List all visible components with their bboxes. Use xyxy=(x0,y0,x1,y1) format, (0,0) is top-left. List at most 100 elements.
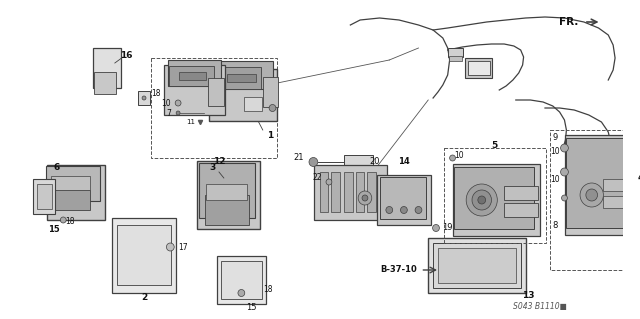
Text: 17: 17 xyxy=(178,242,188,251)
Bar xyxy=(51,190,90,210)
Circle shape xyxy=(586,189,598,201)
Bar xyxy=(377,175,431,225)
Text: 11: 11 xyxy=(186,119,195,125)
Text: 13: 13 xyxy=(522,291,534,300)
Bar xyxy=(95,72,116,94)
Text: S043 B1110■: S043 B1110■ xyxy=(513,302,567,311)
Bar xyxy=(504,186,538,200)
Bar xyxy=(244,97,262,111)
Bar xyxy=(198,162,255,218)
Bar xyxy=(51,176,90,190)
Bar xyxy=(452,164,540,236)
Bar xyxy=(38,183,52,209)
Bar xyxy=(213,61,273,89)
Text: 3: 3 xyxy=(209,164,215,173)
Circle shape xyxy=(269,105,276,112)
Text: 5: 5 xyxy=(492,140,497,150)
Text: 4: 4 xyxy=(637,174,640,182)
Bar xyxy=(205,195,249,225)
Bar xyxy=(504,203,538,217)
Bar xyxy=(46,166,100,201)
Text: 18: 18 xyxy=(151,88,161,98)
Text: 7: 7 xyxy=(166,108,172,117)
Text: 18: 18 xyxy=(263,286,273,294)
Bar xyxy=(438,248,516,283)
Circle shape xyxy=(326,179,332,185)
Text: 6: 6 xyxy=(53,164,60,173)
Bar xyxy=(168,60,221,86)
Bar xyxy=(433,242,521,287)
Text: 16: 16 xyxy=(120,50,132,60)
Text: 8: 8 xyxy=(552,220,557,229)
Bar xyxy=(344,172,353,212)
Bar xyxy=(356,172,364,212)
Circle shape xyxy=(433,225,440,232)
Text: 21: 21 xyxy=(293,153,303,162)
Circle shape xyxy=(166,243,174,251)
Bar xyxy=(151,58,277,158)
Circle shape xyxy=(580,183,604,207)
Bar xyxy=(344,155,372,169)
Text: FR.: FR. xyxy=(559,17,578,27)
Circle shape xyxy=(362,195,368,201)
Bar xyxy=(444,148,546,243)
Circle shape xyxy=(60,217,66,223)
Bar xyxy=(217,256,266,304)
Bar xyxy=(428,238,525,293)
Bar xyxy=(117,225,171,285)
Circle shape xyxy=(415,206,422,213)
Bar xyxy=(138,91,150,105)
Bar xyxy=(33,179,54,213)
Bar xyxy=(566,138,632,228)
Text: 10: 10 xyxy=(454,151,464,160)
Text: 14: 14 xyxy=(398,158,410,167)
Bar xyxy=(221,261,262,299)
Bar xyxy=(449,56,462,61)
Bar xyxy=(263,77,278,107)
Circle shape xyxy=(561,144,568,152)
Bar xyxy=(227,74,256,82)
Text: 9: 9 xyxy=(552,133,557,143)
Bar xyxy=(332,172,340,212)
Circle shape xyxy=(238,290,244,296)
Circle shape xyxy=(176,111,180,115)
Circle shape xyxy=(309,158,317,167)
Circle shape xyxy=(466,184,497,216)
Text: 1: 1 xyxy=(268,130,274,139)
Circle shape xyxy=(175,100,181,106)
Text: 20: 20 xyxy=(369,158,380,167)
Text: B-37-10: B-37-10 xyxy=(380,265,417,275)
Text: 18: 18 xyxy=(65,218,75,226)
Text: 12: 12 xyxy=(212,158,225,167)
Bar xyxy=(604,179,632,191)
Text: 19: 19 xyxy=(442,224,453,233)
Circle shape xyxy=(386,206,393,213)
Bar xyxy=(565,135,638,235)
Bar xyxy=(550,130,637,270)
Bar xyxy=(113,218,175,293)
Bar xyxy=(197,161,260,229)
Circle shape xyxy=(358,191,372,205)
Bar xyxy=(448,48,463,56)
Circle shape xyxy=(401,206,407,213)
Bar xyxy=(209,69,277,121)
Text: 15: 15 xyxy=(246,303,257,313)
Bar xyxy=(212,67,261,89)
Text: 10: 10 xyxy=(550,175,559,184)
Bar xyxy=(320,172,328,212)
Bar xyxy=(93,48,121,88)
Bar xyxy=(314,165,387,219)
Bar xyxy=(164,65,225,115)
Bar xyxy=(454,167,534,229)
Text: 10: 10 xyxy=(162,99,172,108)
Bar xyxy=(468,61,490,75)
Bar xyxy=(604,196,632,208)
Bar xyxy=(367,172,376,212)
Text: 15: 15 xyxy=(47,226,60,234)
Bar xyxy=(170,66,214,86)
Text: 2: 2 xyxy=(141,293,147,302)
Circle shape xyxy=(561,168,568,176)
Circle shape xyxy=(478,196,486,204)
Circle shape xyxy=(472,190,492,210)
Bar xyxy=(208,78,224,106)
